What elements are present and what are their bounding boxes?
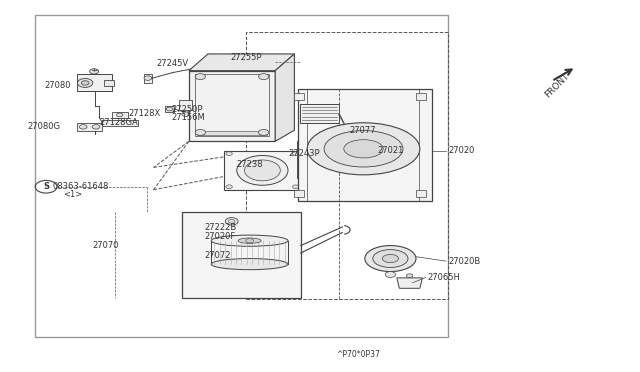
Text: S: S (43, 182, 49, 191)
Polygon shape (179, 100, 192, 110)
Circle shape (259, 129, 269, 135)
Text: 08363-61648: 08363-61648 (52, 182, 109, 191)
Circle shape (385, 272, 396, 278)
Circle shape (246, 238, 253, 243)
Text: 27250P: 27250P (172, 105, 203, 114)
Text: ^P70*0P37: ^P70*0P37 (337, 350, 380, 359)
Polygon shape (294, 190, 304, 197)
Circle shape (228, 219, 235, 223)
Text: 27128X: 27128X (128, 109, 160, 118)
Polygon shape (275, 54, 294, 141)
Polygon shape (102, 120, 138, 126)
Text: 27080G: 27080G (28, 122, 61, 131)
Polygon shape (189, 54, 294, 71)
Circle shape (225, 218, 238, 225)
Text: FRONT: FRONT (543, 71, 571, 100)
Circle shape (237, 155, 288, 185)
Circle shape (406, 274, 413, 278)
Polygon shape (189, 71, 275, 141)
Polygon shape (214, 66, 229, 72)
Polygon shape (165, 106, 174, 112)
Polygon shape (298, 140, 339, 179)
Text: 27020B: 27020B (448, 257, 480, 266)
Text: 27065H: 27065H (428, 273, 460, 282)
Circle shape (182, 112, 189, 116)
Text: 27156M: 27156M (172, 113, 205, 122)
Ellipse shape (211, 259, 288, 270)
Polygon shape (182, 212, 301, 298)
Text: 27238: 27238 (237, 160, 264, 169)
Circle shape (195, 74, 205, 80)
Text: 27255P: 27255P (230, 53, 262, 62)
Circle shape (81, 81, 89, 85)
Circle shape (92, 125, 100, 129)
Circle shape (79, 125, 87, 129)
Circle shape (226, 152, 232, 155)
Ellipse shape (238, 238, 261, 243)
Text: <1>: <1> (63, 190, 82, 199)
Ellipse shape (344, 140, 383, 158)
Circle shape (90, 69, 99, 74)
Circle shape (77, 78, 93, 87)
Polygon shape (112, 112, 128, 118)
Polygon shape (300, 104, 339, 123)
Circle shape (166, 107, 173, 111)
Text: 27128GA: 27128GA (99, 118, 138, 126)
Polygon shape (298, 89, 432, 201)
Polygon shape (77, 123, 102, 131)
Ellipse shape (365, 246, 416, 272)
Polygon shape (294, 93, 304, 100)
Polygon shape (224, 151, 301, 190)
Text: 27020: 27020 (448, 146, 474, 155)
Ellipse shape (211, 235, 288, 246)
Text: 27243P: 27243P (288, 149, 319, 158)
Text: 27245V: 27245V (157, 59, 189, 68)
Polygon shape (397, 278, 422, 288)
Polygon shape (197, 131, 267, 135)
Ellipse shape (372, 250, 408, 267)
Polygon shape (416, 190, 426, 197)
Polygon shape (416, 93, 426, 100)
Text: 27072: 27072 (205, 251, 231, 260)
Text: 27021: 27021 (378, 146, 404, 155)
Text: 27077: 27077 (349, 126, 376, 135)
Polygon shape (104, 80, 114, 86)
Ellipse shape (307, 123, 420, 175)
Circle shape (116, 113, 123, 117)
Circle shape (195, 129, 205, 135)
Circle shape (244, 160, 280, 181)
Polygon shape (144, 74, 152, 83)
Ellipse shape (383, 254, 398, 263)
Circle shape (292, 185, 299, 189)
Ellipse shape (324, 131, 403, 167)
Circle shape (259, 74, 269, 80)
Circle shape (292, 152, 299, 155)
Text: 27080: 27080 (44, 81, 70, 90)
Circle shape (144, 76, 152, 80)
Text: 27020F: 27020F (205, 232, 236, 241)
Circle shape (226, 185, 232, 189)
Polygon shape (77, 74, 112, 91)
Text: 27222B: 27222B (205, 223, 237, 232)
Text: 27070: 27070 (93, 241, 119, 250)
